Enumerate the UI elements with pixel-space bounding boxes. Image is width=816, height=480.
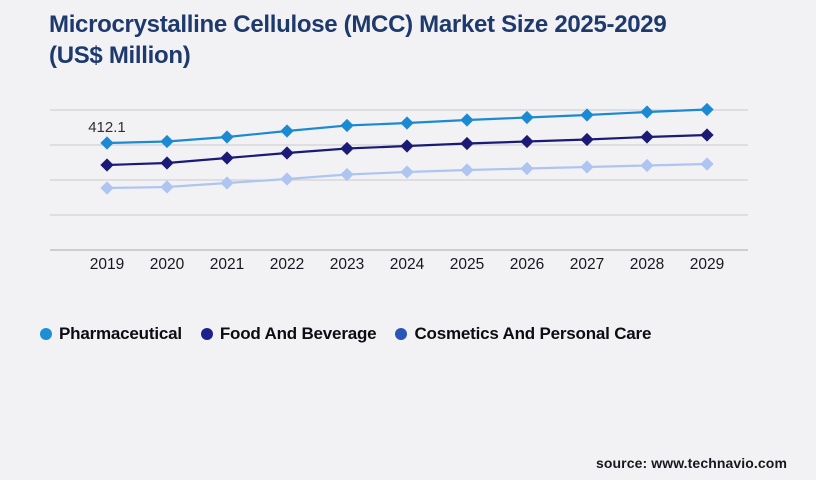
data-point-marker-pharmaceutical: [280, 124, 294, 138]
data-point-marker-food-and-beverage: [580, 132, 594, 147]
data-point-marker-food-and-beverage: [220, 151, 234, 165]
x-tick-label: 2027: [569, 256, 605, 273]
data-point-marker-pharmaceutical: [520, 110, 534, 125]
data-point-marker-cosmetics-and-personal-care: [340, 167, 354, 182]
data-point-marker-pharmaceutical: [220, 130, 234, 144]
data-point-marker-cosmetics-and-personal-care: [460, 163, 474, 177]
data-point-marker-food-and-beverage: [520, 134, 534, 149]
data-point-marker-cosmetics-and-personal-care: [400, 165, 414, 179]
legend-dot-food-and-beverage: [200, 328, 213, 340]
x-tick-label: 2028: [629, 256, 665, 273]
data-point-marker-cosmetics-and-personal-care: [700, 157, 714, 171]
data-point-marker-cosmetics-and-personal-care: [580, 160, 594, 174]
data-point-marker-pharmaceutical: [100, 136, 114, 150]
x-tick-label: 2021: [209, 256, 245, 273]
legend-dot-cosmetics-and-personal-care: [395, 328, 408, 340]
x-axis: 2019 2020 2021 2022 2023 2024 2025 2026 2027 2028…: [0, 256, 816, 276]
chart-title: Microcrystalline Cellulose (MCC) Market …: [49, 9, 769, 71]
data-point-marker-cosmetics-and-personal-care: [520, 161, 534, 176]
chart-title-line1: Microcrystalline Cellulose (MCC) Market …: [49, 11, 667, 38]
x-tick-label: 2019: [89, 256, 125, 273]
data-point-marker-food-and-beverage: [700, 128, 714, 142]
data-point-marker-pharmaceutical: [700, 102, 714, 117]
x-tick-label: 2025: [449, 256, 485, 273]
data-point-marker-cosmetics-and-personal-care: [280, 172, 294, 186]
legend-label: Pharmaceutical: [59, 324, 182, 343]
x-tick-label: 2026: [509, 256, 545, 273]
legend-label: Food And Beverage: [219, 324, 377, 343]
data-point-marker-pharmaceutical: [160, 134, 174, 149]
data-point-marker-food-and-beverage: [640, 130, 654, 144]
data-point-marker-food-and-beverage: [400, 139, 414, 153]
data-point-marker-cosmetics-and-personal-care: [100, 181, 114, 195]
data-point-marker-food-and-beverage: [460, 136, 474, 151]
source-note: source: www.technavio.com: [595, 455, 787, 471]
data-point-marker-food-and-beverage: [340, 141, 354, 156]
x-tick-label: 2020: [149, 256, 185, 273]
legend: Pharmaceutical Food And Beverage Cosmetics…: [40, 323, 651, 345]
data-point-marker-pharmaceutical: [460, 113, 474, 127]
data-point-marker-food-and-beverage: [100, 158, 114, 172]
data-point-label: 412.1: [88, 119, 126, 136]
legend-item-pharmaceutical[interactable]: Pharmaceutical: [40, 324, 182, 344]
data-point-marker-pharmaceutical: [640, 105, 654, 119]
data-point-marker-cosmetics-and-personal-care: [640, 158, 654, 173]
data-point-marker-food-and-beverage: [160, 156, 174, 170]
data-point-marker-food-and-beverage: [280, 146, 294, 160]
data-point-marker-cosmetics-and-personal-care: [220, 176, 234, 190]
legend-label: Cosmetics And Personal Care: [414, 324, 652, 343]
x-tick-label: 2029: [689, 256, 725, 273]
legend-item-cosmetics-and-personal-care[interactable]: Cosmetics And Personal Care: [395, 324, 651, 344]
legend-item-food-and-beverage[interactable]: Food And Beverage: [200, 324, 377, 344]
data-point-marker-cosmetics-and-personal-care: [160, 180, 174, 194]
data-point-marker-pharmaceutical: [340, 118, 354, 133]
chart-title-line2: (US$ Million): [49, 42, 191, 69]
x-tick-label: 2023: [329, 256, 365, 273]
legend-dot-pharmaceutical: [40, 328, 52, 340]
data-point-marker-pharmaceutical: [400, 116, 414, 130]
x-tick-label: 2024: [389, 256, 425, 273]
x-tick-label: 2022: [269, 256, 305, 273]
